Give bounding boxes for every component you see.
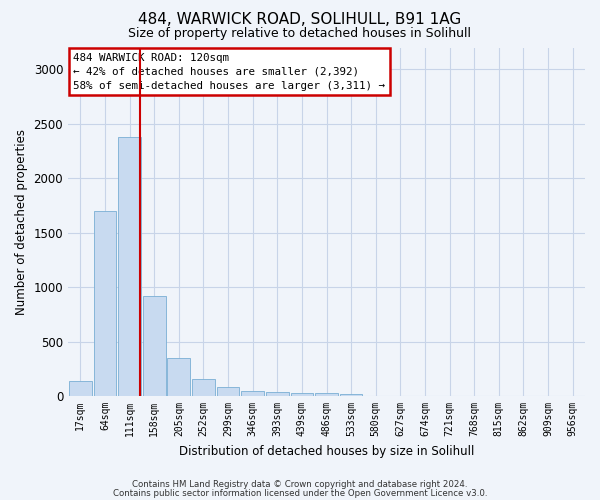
X-axis label: Distribution of detached houses by size in Solihull: Distribution of detached houses by size … (179, 444, 474, 458)
Text: Size of property relative to detached houses in Solihull: Size of property relative to detached ho… (128, 28, 472, 40)
Bar (241, 390, 264, 396)
Text: Contains public sector information licensed under the Open Government Licence v3: Contains public sector information licen… (113, 488, 487, 498)
Bar (94, 211, 116, 396)
Bar (290, 393, 313, 396)
Bar (266, 392, 289, 396)
Bar (69, 381, 92, 396)
Bar (192, 378, 215, 396)
Y-axis label: Number of detached properties: Number of detached properties (15, 129, 28, 315)
Bar (167, 358, 190, 396)
Bar (143, 296, 166, 396)
Text: 484 WARWICK ROAD: 120sqm
← 42% of detached houses are smaller (2,392)
58% of sem: 484 WARWICK ROAD: 120sqm ← 42% of detach… (73, 52, 385, 90)
Bar (340, 394, 362, 396)
Bar (315, 394, 338, 396)
Bar (217, 387, 239, 396)
Text: Contains HM Land Registry data © Crown copyright and database right 2024.: Contains HM Land Registry data © Crown c… (132, 480, 468, 489)
Text: 484, WARWICK ROAD, SOLIHULL, B91 1AG: 484, WARWICK ROAD, SOLIHULL, B91 1AG (139, 12, 461, 28)
Bar (118, 137, 141, 396)
